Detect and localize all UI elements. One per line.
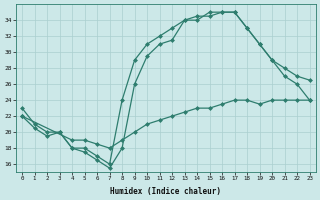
X-axis label: Humidex (Indice chaleur): Humidex (Indice chaleur)	[110, 187, 221, 196]
